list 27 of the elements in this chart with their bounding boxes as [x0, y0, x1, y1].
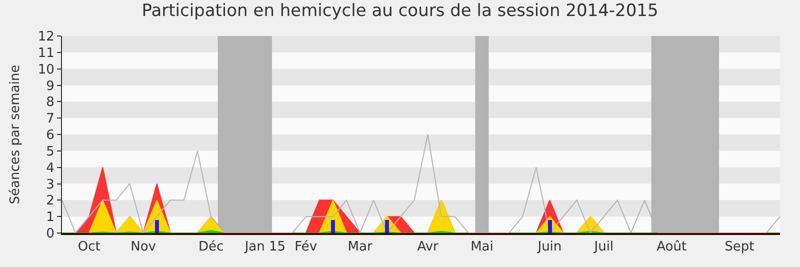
- y-tick-label: 9: [46, 78, 54, 94]
- y-axis-title: Séances par semaine: [8, 64, 23, 204]
- y-tick-label: 12: [38, 30, 54, 45]
- x-tick-label: Avr: [417, 239, 440, 254]
- x-tick-label: Juil: [593, 239, 614, 254]
- y-tick-label: 7: [46, 112, 54, 127]
- x-tick-label: Sept: [724, 239, 754, 254]
- y-tick-label: 11: [38, 46, 54, 61]
- x-tick-label: Mar: [348, 239, 373, 254]
- y-tick-label: 8: [46, 95, 54, 110]
- y-tick-label: 0: [46, 226, 54, 242]
- x-tick-label: Oct: [78, 239, 100, 254]
- y-tick-label: 4: [46, 160, 54, 176]
- x-tick-label: Juin: [536, 239, 562, 254]
- chart-title: Participation en hemicycle au cours de la session 2014-2015: [142, 0, 658, 21]
- x-tick-label: Mai: [470, 239, 494, 254]
- y-tick-label: 6: [46, 128, 54, 144]
- x-tick-label: Août: [656, 239, 687, 254]
- x-tick-label: Fév: [294, 239, 318, 254]
- y-tick-label: 1: [46, 210, 54, 226]
- y-tick-label: 3: [46, 177, 54, 192]
- x-tick-label: Déc: [198, 239, 224, 254]
- y-tick-label: 5: [46, 144, 54, 160]
- y-tick-label: 2: [46, 194, 54, 209]
- x-tick-label: Jan 15: [244, 239, 286, 254]
- y-tick-label: 10: [38, 62, 54, 78]
- x-tick-label: Nov: [130, 239, 156, 254]
